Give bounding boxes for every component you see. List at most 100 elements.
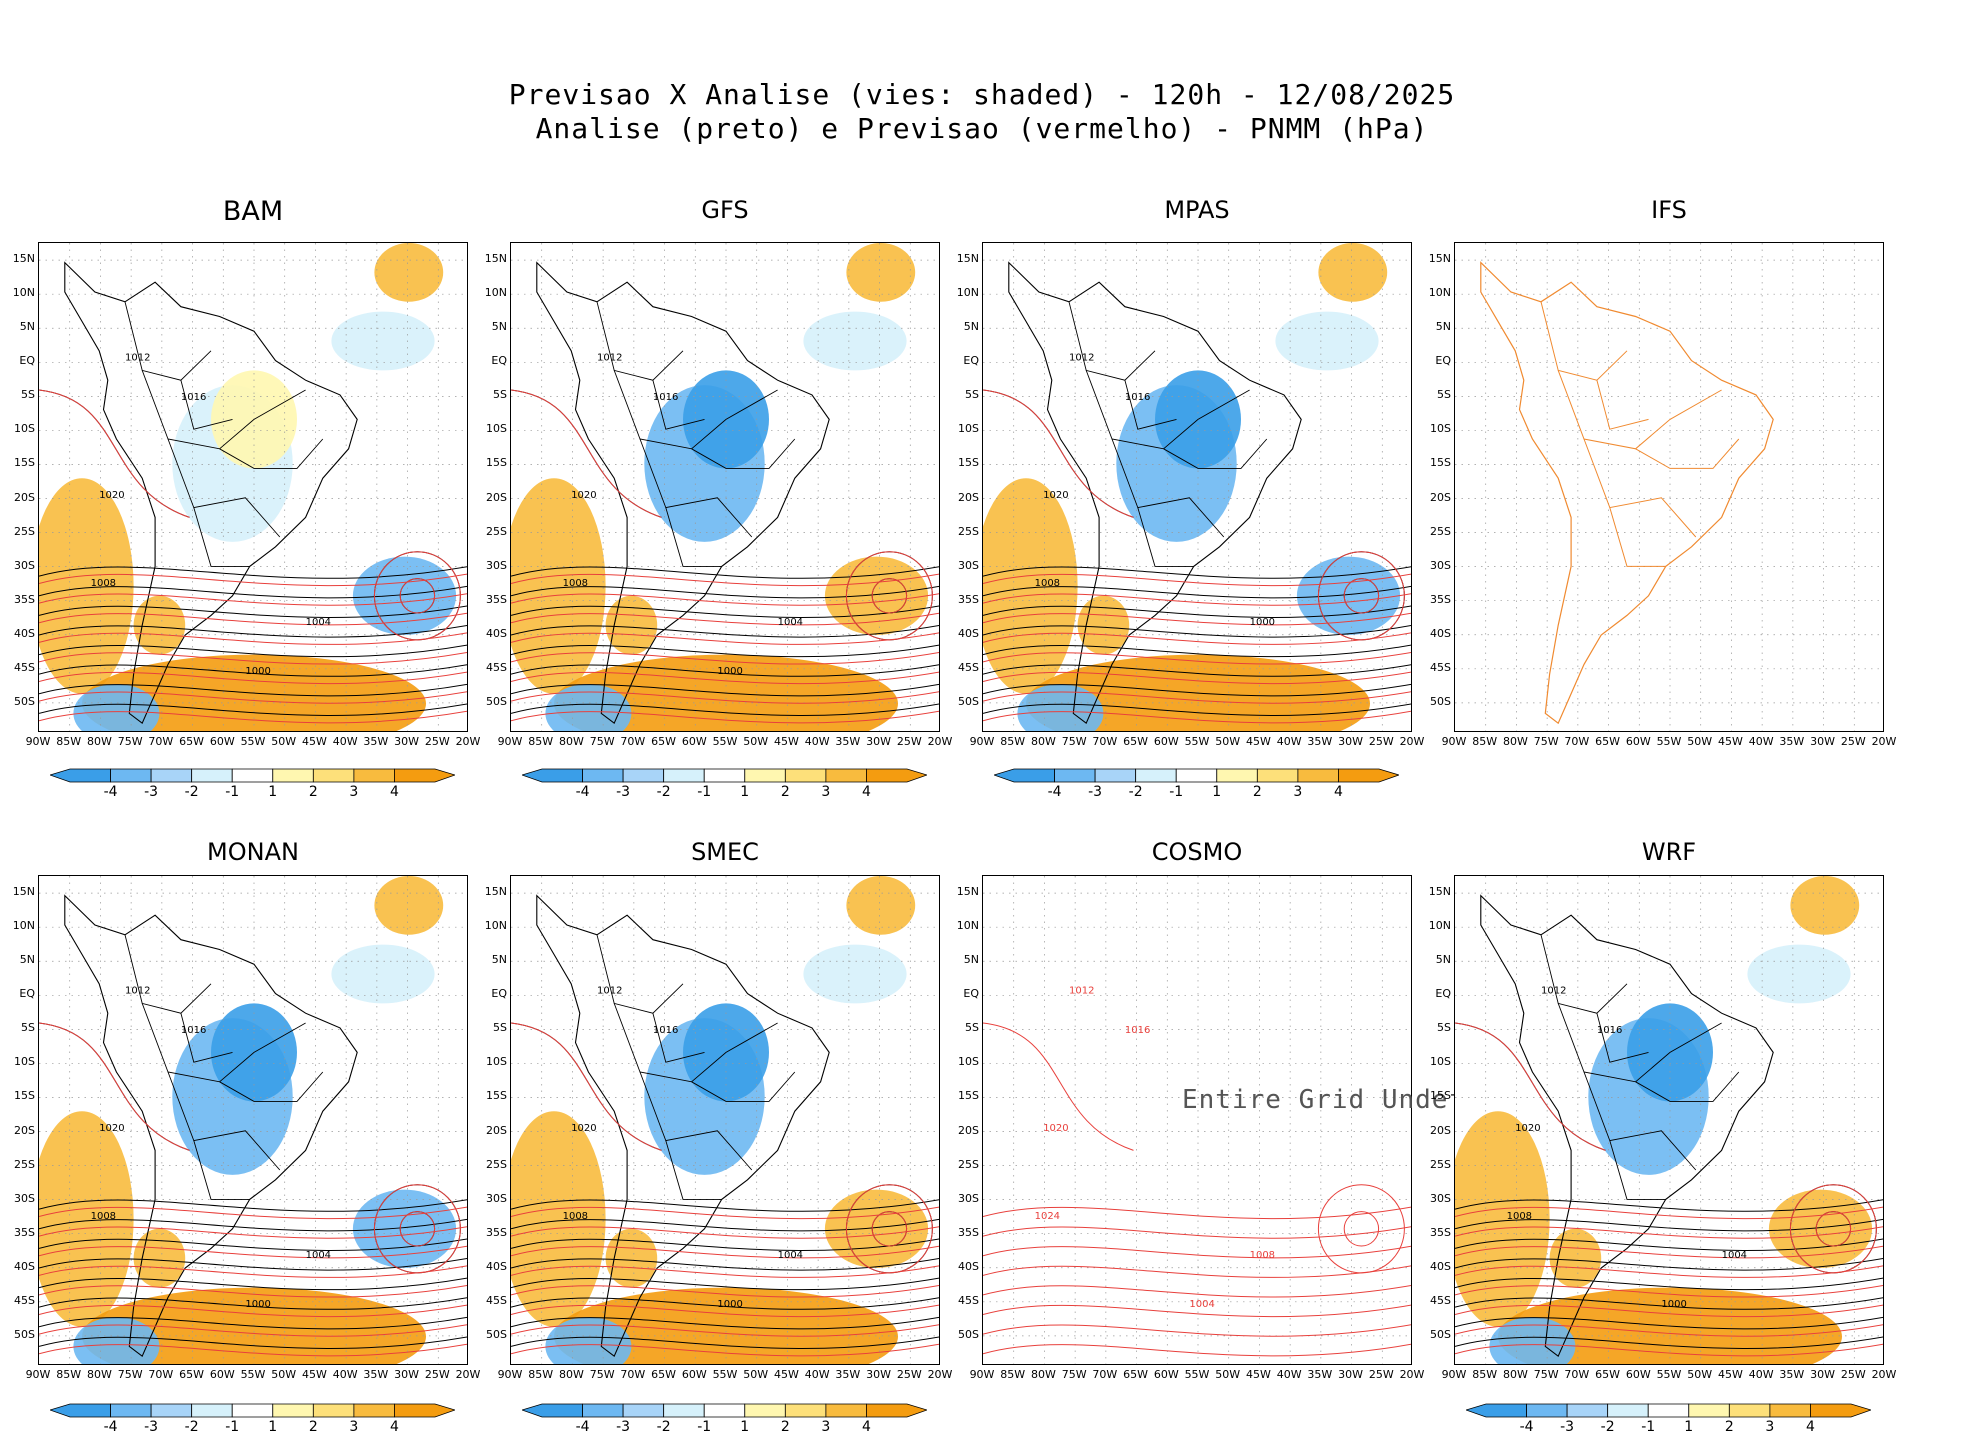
lat-label: 25S (486, 524, 507, 538)
contour-label: 1012 (1069, 986, 1094, 997)
bias-negative-area (803, 944, 907, 1004)
lon-label: 25W (896, 735, 922, 748)
colorbar (522, 768, 927, 783)
colorbar-segment (1647, 1403, 1690, 1418)
colorbar-segment (1466, 1403, 1527, 1418)
lon-label: 60W (209, 1368, 235, 1381)
lon-label: 85W (56, 735, 82, 748)
lon-label: 25W (896, 1368, 922, 1381)
lat-label: 5N (491, 953, 507, 967)
contour-label: 1012 (1541, 986, 1566, 997)
border-line (167, 1071, 281, 1171)
contour-label: 1020 (1515, 1123, 1540, 1134)
lon-label: 30W (866, 735, 891, 748)
lat-label: 15S (1430, 1089, 1451, 1103)
lon-label: 40W (1748, 1368, 1774, 1381)
border-line (691, 1071, 796, 1102)
lon-label: 85W (528, 735, 554, 748)
colorbar-segment (1607, 1403, 1649, 1418)
lon-label: 25W (424, 1368, 450, 1381)
lon-label: 85W (1000, 1368, 1026, 1381)
colorbar-segment (272, 768, 314, 783)
lat-label: 20S (486, 490, 507, 504)
lon-label: 65W (179, 1368, 204, 1381)
colorbar-segment (312, 1403, 355, 1418)
bias-positive-area (39, 1111, 134, 1327)
lat-label: 30S (486, 1191, 507, 1205)
lon-label: 50W (271, 735, 297, 748)
lon-label: 80W (558, 1368, 584, 1381)
lon-label: 60W (681, 735, 707, 748)
colorbar-segment (1338, 768, 1399, 783)
border-line (1557, 370, 1722, 450)
lat-label: 15S (486, 1089, 507, 1103)
colorbar-label: -2 (656, 784, 671, 800)
lon-label: 20W (1871, 735, 1897, 748)
contour-label: 1000 (1661, 1299, 1686, 1310)
contour-label: 1016 (181, 392, 206, 403)
bias-positive-area (983, 478, 1078, 694)
lat-label: 10N (956, 919, 979, 933)
lat-label: 10N (484, 286, 507, 300)
lon-label: 40W (1276, 735, 1302, 748)
colorbar-label: 4 (861, 1419, 871, 1435)
colorbar-label: -3 (616, 784, 631, 800)
border-line (1596, 380, 1649, 430)
lat-label: 50S (14, 1327, 35, 1341)
map-panel-mpas: 1012 1016 1020 1008 1000 (982, 242, 1412, 732)
lon-label: 45W (1717, 1368, 1743, 1381)
lat-label: 45S (958, 660, 979, 674)
lat-label: 20S (14, 1123, 35, 1137)
lon-label: 30W (1338, 735, 1363, 748)
lon-label: 80W (1502, 1368, 1528, 1381)
bias-positive-area (39, 478, 134, 694)
colorbar-label: 1 (1684, 1419, 1694, 1435)
colorbar-segment (784, 768, 827, 783)
contour-label: 1008 (1250, 1250, 1275, 1261)
border-line (124, 301, 212, 381)
contour-label: 1004 (306, 617, 331, 628)
colorbar-label: -1 (1169, 784, 1184, 800)
contour-label: 1020 (1043, 490, 1068, 501)
colorbar-label: -2 (184, 784, 199, 800)
lon-label: 20W (927, 1368, 953, 1381)
lon-label: 55W (1184, 735, 1210, 748)
lon-label: 65W (651, 735, 676, 748)
lon-label: 45W (301, 1368, 327, 1381)
lat-label: 45S (14, 1293, 35, 1307)
contour-label: 1012 (125, 986, 150, 997)
lon-label: 55W (1184, 1368, 1210, 1381)
border-line (1635, 1071, 1740, 1102)
colorbar-label: 3 (821, 1419, 831, 1435)
lat-label: 10N (1428, 286, 1451, 300)
border-line (1583, 438, 1697, 538)
lat-label: 40S (14, 626, 35, 640)
lat-label: 35S (958, 592, 979, 606)
lat-label: 5N (19, 953, 35, 967)
forecast-contours (39, 1022, 467, 1357)
colorbar-label: -2 (184, 1419, 199, 1435)
colorbar-label: -2 (656, 1419, 671, 1435)
colorbar-segment (703, 1403, 746, 1418)
lat-label: EQ (19, 987, 35, 1001)
border-line (1596, 1013, 1649, 1063)
lon-label: 60W (209, 735, 235, 748)
lon-label: 90W (25, 1368, 51, 1381)
colorbar-label: 2 (780, 1419, 790, 1435)
lon-label: 70W (1564, 1368, 1590, 1381)
colorbar-segment (622, 1403, 665, 1418)
bias-positive-area (846, 243, 916, 302)
analysis-contours (511, 389, 939, 716)
lat-label: 30S (14, 1191, 35, 1205)
lat-label: 35S (958, 1225, 979, 1239)
lon-label: 50W (743, 1368, 769, 1381)
border-line (193, 507, 250, 567)
contour-label: 1016 (1597, 1025, 1622, 1036)
lon-label: 70W (1564, 735, 1590, 748)
contour-label: 1000 (1250, 617, 1275, 628)
lat-label: 5N (1435, 320, 1451, 334)
lat-label: 20S (486, 1123, 507, 1137)
colorbar (994, 768, 1399, 783)
colorbar-segment (1094, 768, 1137, 783)
colorbar-label: -2 (1128, 784, 1143, 800)
